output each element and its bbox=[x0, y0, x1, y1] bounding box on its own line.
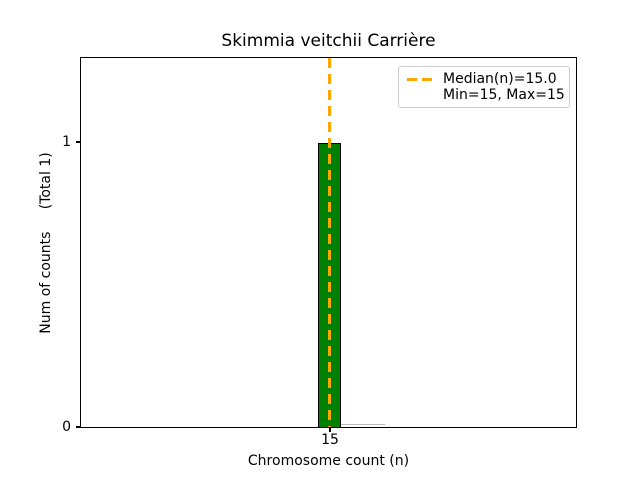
legend-spacer bbox=[407, 94, 433, 97]
legend-minmax-label: Min=15, Max=15 bbox=[443, 87, 565, 103]
y-axis-label: Num of counts (Total 1) bbox=[38, 152, 54, 334]
legend: Median(n)=15.0 Min=15, Max=15 bbox=[398, 66, 570, 108]
y-tick-label-0: 0 bbox=[62, 419, 71, 435]
median-line bbox=[328, 58, 331, 427]
legend-median-label: Median(n)=15.0 bbox=[443, 71, 557, 87]
legend-item-median: Median(n)=15.0 bbox=[407, 71, 561, 87]
x-tick-label-15: 15 bbox=[321, 432, 339, 448]
x-tick-mark-15 bbox=[329, 428, 331, 432]
chart-title: Skimmia veitchii Carrière bbox=[221, 31, 436, 51]
zero-count-baseline bbox=[341, 424, 385, 425]
x-axis-label: Chromosome count (n) bbox=[247, 453, 410, 469]
plot-inner bbox=[81, 58, 576, 427]
median-dashed-line-icon bbox=[407, 77, 433, 81]
plot-area bbox=[80, 57, 577, 428]
y-tick-mark-0 bbox=[76, 426, 80, 428]
y-tick-label-1: 1 bbox=[62, 134, 71, 150]
y-tick-mark-1 bbox=[76, 141, 80, 143]
legend-item-minmax: Min=15, Max=15 bbox=[407, 87, 565, 103]
